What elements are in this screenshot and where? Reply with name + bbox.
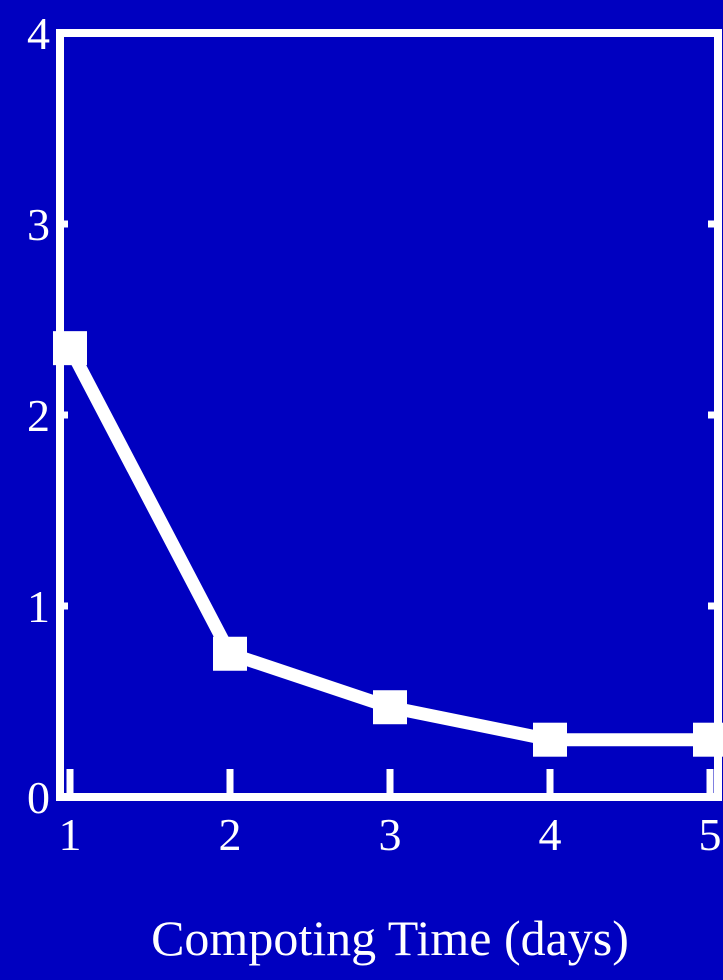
data-point-marker [213, 636, 247, 671]
series-layer [53, 331, 723, 757]
plot-frame [56, 29, 722, 801]
data-point-marker [53, 331, 87, 366]
x-tick-label-3: 3 [379, 809, 402, 860]
x-tick-label-4: 4 [539, 809, 562, 860]
y-tick-label-3: 3 [27, 199, 50, 250]
y-tick-label-1: 1 [27, 581, 50, 632]
axis-ticks [60, 29, 718, 801]
plot-border [56, 29, 722, 801]
data-point-marker [373, 690, 407, 725]
series-line-0 [64, 345, 710, 747]
y-tick-label-4: 4 [27, 8, 50, 59]
data-point-marker [533, 722, 567, 757]
x-tick-label-2: 2 [219, 809, 242, 860]
data-point-marker [693, 722, 723, 757]
y-tick-label-0: 0 [27, 772, 50, 823]
x-tick-label-1: 1 [59, 809, 82, 860]
y-tick-label-2: 2 [27, 390, 50, 441]
x-tick-label-5: 5 [699, 809, 722, 860]
x-axis-title: Compoting Time (days) [151, 910, 629, 966]
